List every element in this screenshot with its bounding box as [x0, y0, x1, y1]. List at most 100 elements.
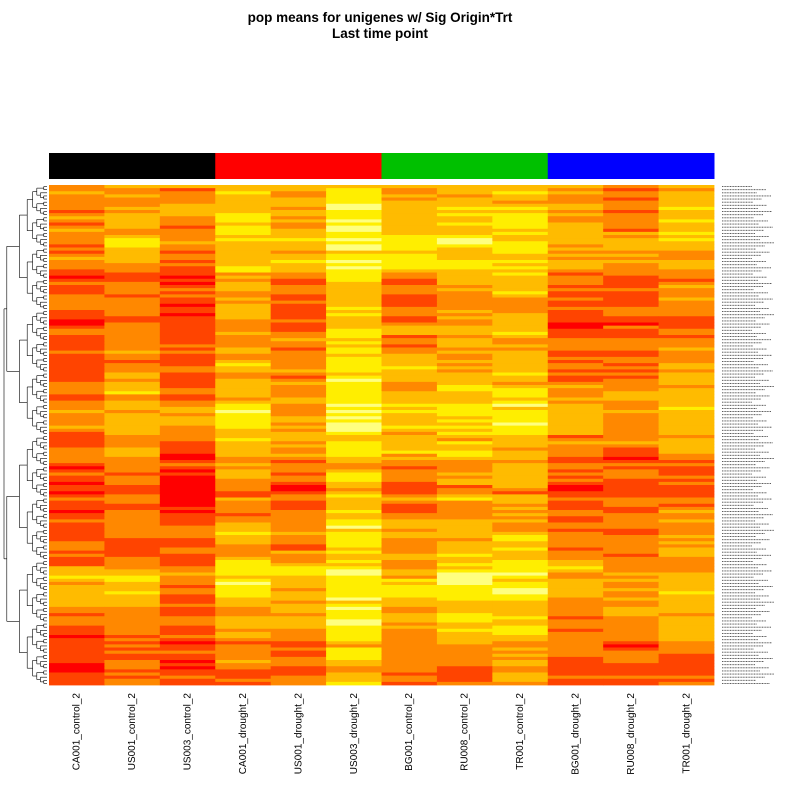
heatmap-cell	[547, 581, 604, 586]
heatmap-cell	[381, 353, 438, 358]
heatmap-cell	[658, 481, 715, 486]
heatmap-cell	[436, 469, 493, 473]
heatmap-cell	[547, 425, 604, 430]
heatmap-cell	[547, 569, 604, 573]
heatmap-cell	[104, 266, 161, 270]
heatmap-cell	[658, 656, 715, 661]
heatmap-cell	[603, 297, 659, 302]
heatmap-cell	[104, 544, 161, 548]
heatmap-cell	[603, 544, 659, 548]
heatmap-cell	[436, 350, 493, 355]
heatmap-cell	[603, 300, 659, 305]
heatmap-cell	[104, 325, 161, 330]
heatmap-cell	[381, 256, 438, 261]
heatmap-cell	[547, 203, 604, 208]
heatmap-cell	[215, 319, 272, 323]
heatmap-cell	[215, 460, 272, 464]
heatmap-cell	[215, 635, 272, 639]
heatmap-cell	[159, 203, 216, 208]
heatmap-cell	[547, 594, 604, 598]
heatmap-cell	[326, 322, 382, 327]
heatmap-cell	[49, 356, 105, 361]
heatmap-cell	[270, 638, 327, 642]
heatmap-cell	[381, 331, 438, 336]
heatmap-cell	[326, 325, 382, 330]
heatmap-cell	[603, 263, 659, 267]
heatmap-cell	[492, 666, 549, 670]
heatmap-cell	[326, 197, 382, 202]
heatmap-cell	[658, 288, 715, 292]
heatmap-cell	[603, 625, 659, 630]
heatmap-cell	[492, 331, 549, 336]
heatmap-cell	[326, 216, 382, 220]
heatmap-cell	[104, 481, 161, 486]
heatmap-cell	[436, 453, 493, 458]
heatmap-cell	[215, 444, 272, 448]
heatmap-cell	[603, 572, 659, 577]
heatmap-cell	[159, 366, 216, 370]
heatmap-cell	[326, 235, 382, 239]
heatmap-cell	[159, 660, 216, 664]
heatmap-cell	[49, 213, 105, 217]
heatmap-cell	[381, 281, 438, 286]
heatmap-cell	[49, 653, 105, 658]
heatmap-cell	[159, 288, 216, 292]
heatmap-cell	[104, 669, 161, 673]
heatmap-cell	[603, 231, 659, 236]
heatmap-cell	[603, 222, 659, 227]
heatmap-cell	[658, 300, 715, 305]
heatmap-cell	[547, 494, 604, 498]
heatmap-cell	[104, 331, 161, 336]
heatmap-cell	[49, 619, 105, 623]
heatmap-cell	[658, 241, 715, 245]
heatmap-cell	[215, 372, 272, 377]
heatmap-cell	[547, 306, 604, 311]
heatmap-cell	[492, 372, 549, 377]
heatmap-cell	[436, 206, 493, 211]
heatmap-cell	[658, 625, 715, 630]
heatmap-cell	[492, 400, 549, 405]
heatmap-cell	[104, 385, 161, 389]
heatmap-cell	[547, 591, 604, 595]
heatmap-cell	[436, 647, 493, 652]
heatmap-cell	[381, 566, 438, 570]
heatmap-cell	[658, 644, 715, 648]
heatmap-cell	[658, 191, 715, 195]
heatmap-cell	[492, 419, 549, 423]
heatmap-cell	[381, 666, 438, 670]
heatmap-cell	[270, 297, 327, 302]
heatmap-cell	[104, 516, 161, 520]
column-labels: CA001_control_2 US001_control_2 US003_cont…	[72, 693, 693, 775]
heatmap-cell	[547, 388, 604, 392]
heatmap-cell	[492, 500, 549, 505]
heatmap-cell	[436, 538, 493, 542]
heatmap-cell	[215, 553, 272, 558]
heatmap-cell	[215, 369, 272, 373]
heatmap-cell	[49, 378, 105, 383]
column-label: TR001_control_2	[515, 693, 526, 770]
heatmap-cell	[104, 213, 161, 217]
heatmap-cell	[49, 288, 105, 292]
heatmap-cell	[326, 550, 382, 555]
heatmap-cell	[326, 406, 382, 411]
heatmap-cell	[436, 485, 493, 489]
heatmap-cell	[381, 388, 438, 392]
heatmap-cell	[381, 660, 438, 664]
heatmap-cell	[436, 428, 493, 433]
heatmap-cell	[326, 575, 382, 580]
heatmap-cell	[492, 594, 549, 598]
heatmap-cell	[270, 560, 327, 564]
heatmap-cell	[436, 613, 493, 617]
heatmap-cell	[603, 644, 659, 648]
heatmap-cell	[326, 613, 382, 617]
heatmap-cell	[49, 185, 105, 189]
heatmap-cell	[215, 191, 272, 195]
heatmap-cell	[104, 203, 161, 208]
column-group-bar-2	[215, 153, 382, 179]
heatmap-cell	[270, 516, 327, 520]
heatmap-cell	[381, 594, 438, 598]
heatmap-cell	[381, 266, 438, 270]
heatmap-cell	[215, 353, 272, 358]
heatmap-cell	[270, 635, 327, 639]
heatmap-cell	[215, 413, 272, 417]
